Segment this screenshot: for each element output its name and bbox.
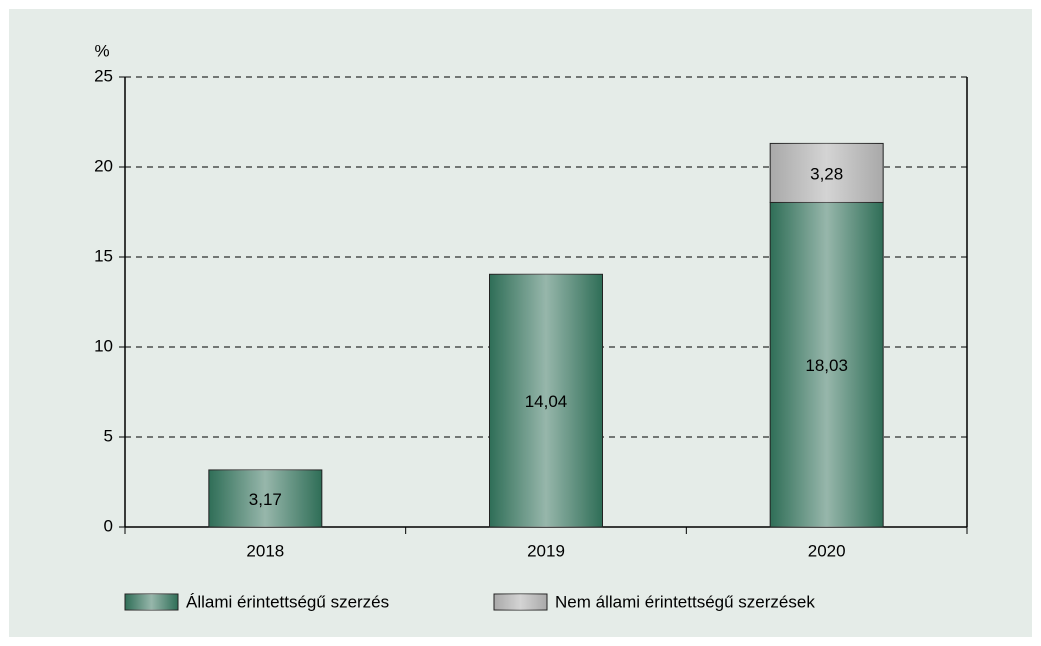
value-label: 14,04 <box>525 392 568 411</box>
bar-shine <box>489 274 603 527</box>
y-tick-label: 0 <box>104 516 113 535</box>
x-tick-label: 2018 <box>246 541 284 560</box>
x-tick-label: 2020 <box>808 541 846 560</box>
bar-shine <box>208 469 322 527</box>
legend-shine <box>494 594 547 610</box>
bar-shine <box>770 143 884 203</box>
value-label: 3,28 <box>810 164 843 183</box>
y-tick-label: 15 <box>94 246 113 265</box>
x-tick-label: 2019 <box>527 541 565 560</box>
legend-label: Állami érintettségű szerzés <box>186 592 389 611</box>
y-unit: % <box>94 41 109 60</box>
value-label: 18,03 <box>805 356 848 375</box>
bar-shine <box>770 202 884 527</box>
legend-shine <box>125 594 178 610</box>
y-tick-label: 5 <box>104 426 113 445</box>
value-label: 3,17 <box>249 490 282 509</box>
y-tick-label: 25 <box>94 66 113 85</box>
legend-label: Nem állami érintettségű szerzések <box>555 592 815 611</box>
y-tick-label: 10 <box>94 336 113 355</box>
y-tick-label: 20 <box>94 156 113 175</box>
